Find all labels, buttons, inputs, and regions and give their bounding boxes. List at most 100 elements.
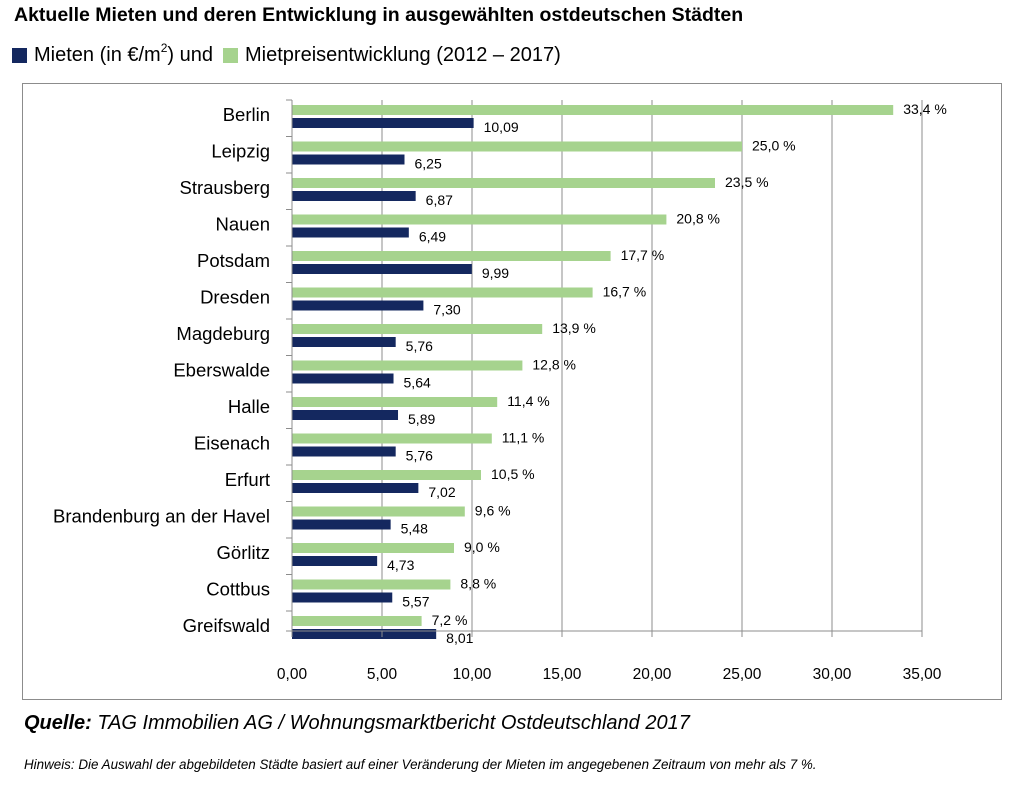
bar-growth <box>292 397 498 407</box>
bar-rent <box>292 483 419 493</box>
bar-rent <box>292 300 424 311</box>
category-label: Erfurt <box>225 469 270 490</box>
category-label: Brandenburg an der Havel <box>53 506 270 527</box>
data-label-rent: 4,73 <box>387 557 414 573</box>
bar-chart: Berlin 33,4 % 10,09 Leipzig 25,0 % 6,25 Straus… <box>53 99 947 683</box>
data-label-rent: 10,09 <box>484 119 519 135</box>
data-label-growth: 12,8 % <box>532 357 576 373</box>
x-tick-label: 10,00 <box>453 666 492 683</box>
data-label-growth: 13,9 % <box>552 320 596 336</box>
category-label: Magdeburg <box>176 323 270 344</box>
data-label-rent: 5,57 <box>402 594 429 610</box>
data-label-growth: 8,8 % <box>460 576 496 592</box>
data-label-growth: 11,1 % <box>502 430 545 446</box>
bar-rent <box>292 410 399 420</box>
data-label-rent: 5,89 <box>408 411 435 427</box>
data-label-rent: 5,48 <box>401 521 428 537</box>
bar-growth <box>292 287 593 298</box>
category-label: Görlitz <box>217 542 270 563</box>
data-label-growth: 23,5 % <box>725 174 769 190</box>
legend-label-rent-sup: 2 <box>160 40 168 55</box>
bar-rent <box>292 191 416 201</box>
legend-item-rent: Mieten (in €/m2) und <box>12 40 213 67</box>
bar-rent <box>292 264 472 274</box>
data-label-growth: 33,4 % <box>903 101 947 117</box>
legend-label-growth: Mietpreisentwicklung (2012 – 2017) <box>245 43 561 66</box>
data-label-rent: 5,76 <box>406 338 433 354</box>
legend-label-rent: Mieten (in €/m2) und <box>34 40 213 67</box>
bar-growth <box>292 105 894 115</box>
chart-title: Aktuelle Mieten und deren Entwicklung in… <box>14 4 744 26</box>
category-label: Nauen <box>215 214 270 235</box>
category-label: Eberswalde <box>173 360 270 381</box>
data-label-growth: 7,2 % <box>432 612 468 628</box>
source-text: TAG Immobilien AG / Wohnungsmarktbericht… <box>91 712 690 734</box>
bar-rent <box>292 556 378 566</box>
legend-label-rent-prefix: Mieten (in €/m <box>34 43 161 66</box>
data-label-rent: 7,02 <box>428 484 455 500</box>
bar-rent <box>292 154 405 165</box>
bar-growth <box>292 506 465 517</box>
category-label: Berlin <box>223 104 270 125</box>
data-label-rent: 8,01 <box>446 630 473 646</box>
data-label-rent: 6,49 <box>419 229 446 245</box>
category-label: Potsdam <box>197 250 270 271</box>
x-tick-label: 15,00 <box>543 666 582 683</box>
source-label: Quelle: <box>24 712 92 734</box>
data-label-growth: 9,0 % <box>464 539 500 555</box>
legend-label-rent-suffix: ) und <box>167 43 213 66</box>
bar-rent <box>292 592 393 603</box>
bar-growth <box>292 616 422 626</box>
data-label-growth: 16,7 % <box>603 284 647 300</box>
category-label: Leipzig <box>211 141 270 162</box>
data-label-growth: 25,0 % <box>752 138 796 154</box>
x-tick-label: 30,00 <box>813 666 852 683</box>
bar-rent <box>292 118 474 128</box>
data-label-rent: 5,76 <box>406 448 433 464</box>
data-label-growth: 10,5 % <box>491 466 535 482</box>
bar-rent <box>292 519 391 530</box>
data-label-rent: 7,30 <box>433 302 460 318</box>
bar-rent <box>292 337 396 347</box>
bar-growth <box>292 324 543 334</box>
legend: Mieten (in €/m2) und Mietpreisentwicklun… <box>12 40 561 70</box>
bar-rent <box>292 629 437 639</box>
x-tick-label: 25,00 <box>723 666 762 683</box>
data-label-growth: 11,4 % <box>507 393 550 409</box>
source-line: Quelle: TAG Immobilien AG / Wohnungsmark… <box>24 712 690 735</box>
category-label: Greifswald <box>183 615 270 636</box>
x-tick-label: 5,00 <box>367 666 398 683</box>
data-label-growth: 17,7 % <box>621 247 665 263</box>
category-label: Strausberg <box>180 177 271 198</box>
data-label-rent: 6,25 <box>415 156 442 172</box>
bar-growth <box>292 251 611 261</box>
legend-swatch-growth <box>223 47 238 63</box>
category-label: Dresden <box>200 287 270 308</box>
data-label-growth: 9,6 % <box>475 503 511 519</box>
bar-growth <box>292 470 481 480</box>
category-label: Halle <box>228 396 270 417</box>
bar-growth <box>292 178 715 188</box>
data-label-growth: 20,8 % <box>676 211 720 227</box>
bar-growth <box>292 543 454 553</box>
bar-growth <box>292 360 523 371</box>
bar-rent <box>292 446 396 457</box>
data-label-rent: 9,99 <box>482 265 509 281</box>
x-tick-label: 20,00 <box>633 666 672 683</box>
legend-item-growth: Mietpreisentwicklung (2012 – 2017) <box>223 44 561 67</box>
bar-growth <box>292 433 492 444</box>
bar-growth <box>292 579 451 590</box>
legend-swatch-rent <box>12 47 27 63</box>
category-label: Eisenach <box>194 433 270 454</box>
bar-rent <box>292 227 409 238</box>
bar-growth <box>292 214 667 225</box>
category-label: Cottbus <box>206 579 270 600</box>
data-label-rent: 6,87 <box>426 192 453 208</box>
x-tick-label: 35,00 <box>903 666 942 683</box>
x-tick-label: 0,00 <box>277 666 308 683</box>
chart-area: Berlin 33,4 % 10,09 Leipzig 25,0 % 6,25 Straus… <box>22 83 1002 700</box>
data-label-rent: 5,64 <box>404 375 431 391</box>
footnote: Hinweis: Die Auswahl der abgebildeten St… <box>24 757 817 772</box>
bar-growth <box>292 141 742 152</box>
bar-rent <box>292 373 394 384</box>
